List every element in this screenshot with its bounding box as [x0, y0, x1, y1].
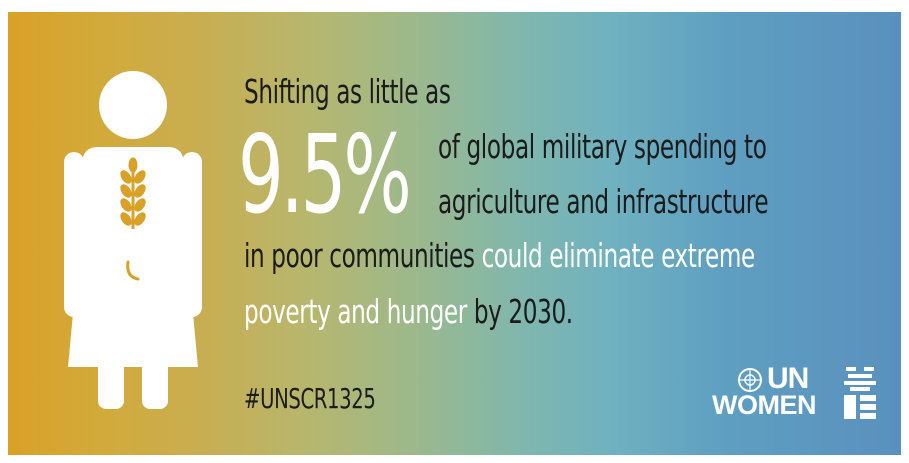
figure-body [68, 147, 198, 367]
headline-line-d-highlight: poverty and hunger [244, 292, 467, 331]
headline-line-c-highlight: could eliminate extreme [481, 236, 756, 275]
headline-line-b: agriculture and infrastructure [438, 182, 769, 221]
figure-left-leg [98, 357, 124, 409]
figure-right-arm [182, 152, 202, 317]
headline-line-c: in poor communities could eliminate extr… [244, 236, 755, 275]
figure-left-arm [64, 152, 84, 317]
hashtag: #UNSCR1325 [244, 382, 376, 415]
un-women-mark-icon [844, 367, 876, 419]
figure-head [99, 71, 167, 139]
headline-line-a: of global military spending to [438, 127, 767, 166]
headline-intro: Shifting as little as [244, 72, 451, 111]
infographic-card: Shifting as little as 9.5% of global mil… [8, 12, 901, 455]
un-emblem-icon [738, 368, 762, 392]
figure-right-leg [142, 357, 168, 409]
logo-un-text: UN [767, 362, 809, 395]
headline-line-c-start: in poor communities [244, 236, 482, 275]
headline-line-d: poverty and hunger by 2030. [244, 292, 573, 331]
logo-women-text: WOMEN [712, 390, 816, 420]
headline-line-d-end: by 2030. [466, 292, 573, 331]
un-women-logo: UN WOMEN [712, 364, 882, 430]
woman-figure-icon [64, 71, 202, 409]
wheat-icon [120, 157, 146, 281]
headline-percent: 9.5% [238, 113, 412, 238]
